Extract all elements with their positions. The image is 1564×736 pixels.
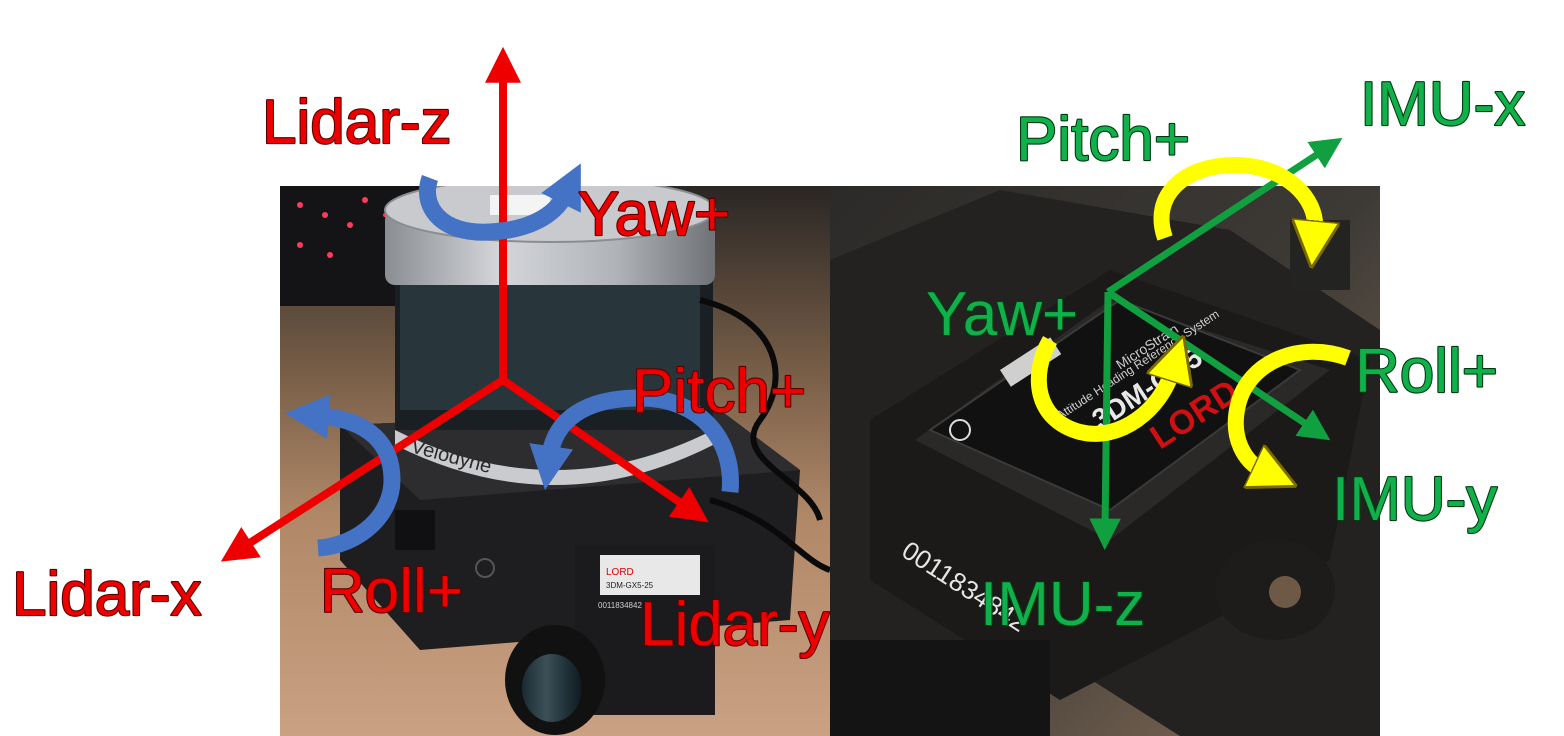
lidar-x-axis [220,376,506,562]
lidar-y-label: Lidar-y [640,590,830,659]
lidar-z-label: Lidar-z [262,88,452,157]
imu-z-axis [1089,291,1121,551]
imu-z-label: IMU-z [980,570,1145,639]
lidar-yaw-arrow [419,163,581,241]
imu-yaw-label: Yaw+ [926,280,1078,349]
lidar-pitch-label: Pitch+ [632,357,806,426]
lidar-roll-arrow [284,394,401,557]
imu-yaw-arrow [1030,340,1172,442]
lidar-pitch-arrow [529,389,739,493]
imu-roll-label: Roll+ [1355,337,1498,406]
imu-x-label: IMU-x [1360,70,1525,139]
imu-y-label: IMU-y [1332,465,1497,534]
lidar-roll-label: Roll+ [320,557,463,626]
imu-roll-arrow [1227,343,1351,470]
imu-small-brand-text: LORD [606,567,634,578]
imu-pitch-arrow [1153,156,1315,238]
lidar-yaw-label: Yaw+ [578,180,730,249]
lidar-labels: Lidar-z Lidar-x Lidar-y Yaw+ Pitch+ Roll… [11,87,831,660]
imu-y-axis [1106,289,1331,441]
lidar-y-axis [500,376,709,523]
lidar-photo: Velodyne LORD 3DM-GX5-25 0011834842 [280,186,830,736]
lidar-rotation-arrows [284,163,739,557]
imu-camera-image: LORD 3DM-GX5-25 0011834842 [505,545,715,735]
imu-rotation-arrows [1030,156,1351,470]
imu-labels: IMU-x IMU-y IMU-z Pitch+ Yaw+ Roll+ [925,69,1526,640]
imu-small-serial-text: 0011834842 [598,601,642,610]
lidar-x-label: Lidar-x [12,560,202,629]
imu-pitch-label: Pitch+ [1016,105,1190,174]
imu-small-model-text: 3DM-GX5-25 [606,581,654,590]
